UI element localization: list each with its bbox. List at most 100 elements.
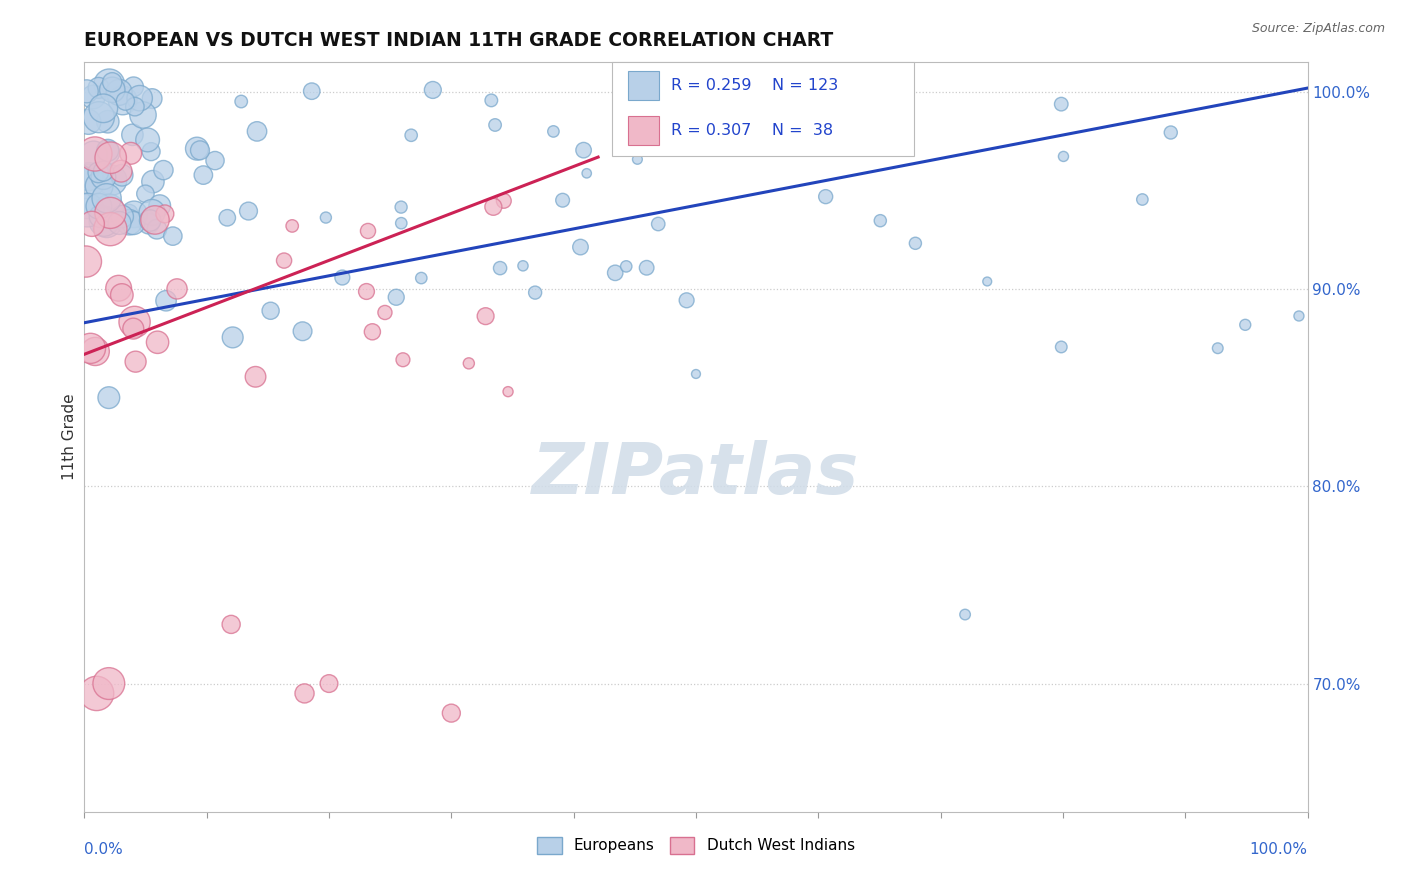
Point: [259, 303, 281, 318]
Point: [614, 260, 637, 274]
Point: [734, 100, 756, 114]
Point: [741, 118, 763, 132]
Point: [77, 169, 100, 184]
Point: [636, 260, 658, 275]
Point: [76, 203, 98, 218]
Point: [93, 101, 115, 115]
Point: [76, 84, 98, 98]
Point: [139, 145, 162, 159]
Point: [111, 288, 134, 302]
Point: [134, 186, 156, 201]
Point: [122, 79, 145, 94]
Point: [803, 109, 825, 123]
Text: ZIPatlas: ZIPatlas: [533, 440, 859, 509]
Point: [855, 117, 877, 131]
Point: [128, 91, 150, 105]
Point: [87, 81, 110, 95]
Point: [120, 146, 142, 161]
Point: [411, 271, 433, 285]
Point: [492, 194, 515, 208]
Point: [749, 134, 772, 148]
Point: [98, 78, 121, 92]
Point: [572, 143, 595, 157]
Point: [96, 215, 118, 229]
Point: [122, 216, 145, 230]
Point: [146, 222, 169, 236]
Point: [110, 164, 132, 178]
Point: [114, 94, 136, 108]
Point: [107, 281, 129, 295]
Point: [124, 315, 146, 329]
Point: [87, 165, 110, 179]
Point: [489, 261, 512, 276]
Point: [98, 222, 121, 236]
Point: [294, 686, 316, 700]
Point: [87, 199, 110, 213]
Point: [204, 153, 226, 168]
Point: [647, 217, 669, 231]
Point: [97, 391, 120, 405]
Point: [291, 324, 314, 338]
Point: [124, 100, 146, 114]
Text: Source: ZipAtlas.com: Source: ZipAtlas.com: [1251, 22, 1385, 36]
Point: [281, 219, 304, 233]
Point: [385, 290, 408, 304]
Point: [219, 617, 242, 632]
Point: [814, 189, 837, 203]
Point: [904, 236, 927, 251]
Point: [543, 124, 565, 138]
Text: 0.0%: 0.0%: [84, 842, 124, 857]
Point: [96, 191, 118, 205]
Point: [482, 200, 505, 214]
Point: [524, 285, 547, 300]
Point: [80, 217, 103, 231]
Point: [77, 115, 100, 129]
Point: [98, 201, 121, 215]
Point: [193, 168, 215, 182]
Point: [155, 293, 177, 308]
Point: [315, 211, 337, 225]
Point: [143, 213, 166, 227]
Point: [188, 144, 211, 158]
Point: [141, 92, 163, 106]
Point: [83, 147, 105, 161]
Point: [1206, 341, 1229, 355]
Point: [146, 335, 169, 350]
Point: [79, 342, 101, 356]
Point: [231, 95, 253, 109]
Point: [685, 367, 707, 381]
Point: [97, 676, 120, 690]
Point: [675, 293, 697, 308]
Point: [138, 217, 160, 231]
Point: [246, 124, 269, 138]
Y-axis label: 11th Grade: 11th Grade: [62, 393, 77, 481]
Point: [82, 90, 104, 104]
Point: [221, 330, 243, 344]
Point: [89, 178, 111, 193]
Point: [101, 83, 124, 97]
Point: [118, 215, 141, 229]
Point: [361, 325, 384, 339]
Point: [141, 205, 163, 219]
Point: [108, 86, 131, 100]
Point: [357, 224, 380, 238]
Point: [605, 266, 627, 280]
Point: [217, 211, 239, 225]
Point: [118, 206, 141, 220]
Point: [273, 253, 295, 268]
Point: [976, 275, 998, 289]
Point: [457, 356, 479, 370]
Point: [1234, 318, 1257, 332]
Point: [762, 111, 785, 125]
Point: [474, 309, 496, 323]
Point: [93, 170, 115, 185]
Point: [245, 369, 267, 384]
Point: [83, 148, 105, 162]
Point: [97, 144, 120, 158]
Point: [97, 145, 120, 160]
Point: [479, 94, 502, 108]
Point: [575, 166, 598, 180]
Point: [330, 270, 353, 285]
Point: [93, 164, 115, 178]
Point: [153, 207, 176, 221]
